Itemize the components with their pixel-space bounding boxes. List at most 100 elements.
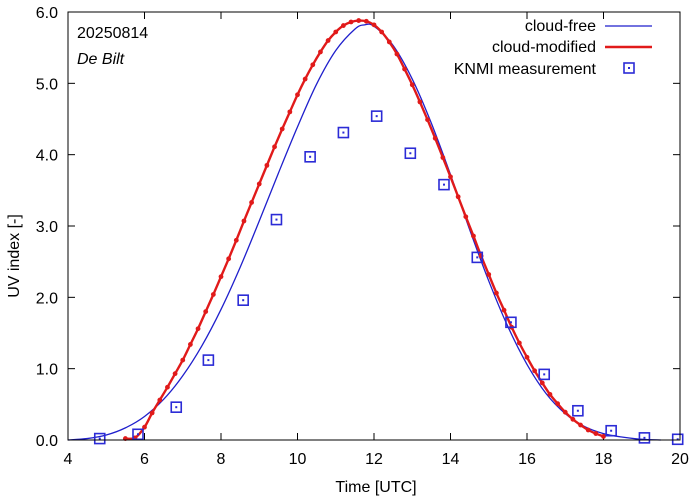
x-tick-label: 4 <box>64 451 73 468</box>
cloud-modified-point <box>272 144 277 150</box>
cloud-modified-point <box>203 309 209 314</box>
cloud-modified-point <box>348 19 354 25</box>
knmi-measurement-marker <box>270 213 283 226</box>
cloud-modified-point <box>570 416 576 422</box>
x-tick-label: 16 <box>518 451 536 468</box>
knmi-measurement-marker <box>237 294 249 306</box>
cloud-modified-point <box>379 29 385 35</box>
cloud-modified-point <box>386 39 392 45</box>
cloud-modified-point <box>448 174 453 180</box>
cloud-modified-point <box>325 38 331 43</box>
cloud-modified-point <box>157 397 163 403</box>
knmi-measurement-marker-dot <box>375 115 378 118</box>
y-tick-label: 2.0 <box>36 290 58 307</box>
cloud-modified-point <box>233 237 239 243</box>
cloud-modified-point <box>210 292 216 297</box>
cloud-modified-point <box>264 162 270 168</box>
cloud-modified-point <box>310 62 316 68</box>
y-tick-label: 1.0 <box>36 362 58 379</box>
cloud-modified-point <box>440 155 446 160</box>
x-tick-labels: 4 6 8 10 12 14 16 18 20 <box>64 451 689 468</box>
knmi-measurement-marker-dot <box>136 433 139 436</box>
y-tick-label: 6.0 <box>36 5 58 22</box>
y-tick-label: 5.0 <box>36 76 58 93</box>
knmi-measurement-marker <box>538 368 551 381</box>
x-tick-label: 20 <box>671 451 689 468</box>
cloud-modified-point <box>371 22 377 28</box>
cloud-modified-point <box>279 126 285 132</box>
cloud-modified-point <box>578 422 583 428</box>
cloud-modified-point <box>501 307 507 313</box>
cloud-modified-point <box>593 431 599 436</box>
knmi-measurement-marker-dot <box>509 321 512 324</box>
series-layer <box>67 18 684 446</box>
y-tick-label: 4.0 <box>36 148 58 165</box>
legend-label-knmi-measurement: KNMI measurement <box>454 61 597 78</box>
knmi-measurement-marker-dot <box>98 437 101 440</box>
cloud-modified-point <box>295 92 300 98</box>
x-tick-label: 6 <box>140 451 149 468</box>
knmi-measurement-marker-dot <box>342 131 345 134</box>
cloud-modified-point <box>165 384 170 390</box>
cloud-modified-point <box>555 401 560 407</box>
location-annotation: De Bilt <box>77 51 125 68</box>
cloud-modified-point <box>463 214 469 220</box>
knmi-measurement-marker-dot <box>576 409 579 412</box>
cloud-modified-point <box>516 340 522 346</box>
x-axis-title: Time [UTC] <box>335 479 416 496</box>
cloud-modified-point <box>547 391 553 397</box>
date-annotation: 20250814 <box>77 25 148 42</box>
cloud-modified-point <box>409 82 415 88</box>
cloud-modified-point <box>318 49 323 55</box>
cloud-modified-point <box>341 23 346 28</box>
knmi-measurement-marker-dot <box>610 429 613 432</box>
knmi-measurement-marker-dot <box>242 299 245 302</box>
cloud-modified-point <box>394 51 400 57</box>
cloud-modified-point <box>149 410 155 416</box>
cloud-modified-point <box>402 66 407 72</box>
cloud-modified-point <box>585 427 591 433</box>
cloud-modified-point <box>218 274 224 280</box>
knmi-measurement-marker <box>671 433 684 446</box>
cloud-modified-point <box>142 424 147 430</box>
cloud-modified-point <box>455 194 461 200</box>
legend-label-cloud-modified: cloud-modified <box>492 39 596 56</box>
cloud-modified-point <box>356 18 362 23</box>
knmi-measurement-marker-dot <box>442 183 445 186</box>
cloud-modified-point <box>249 200 255 205</box>
legend-label-cloud-free: cloud-free <box>525 18 596 35</box>
cloud-modified-point <box>302 76 308 82</box>
knmi-measurement-marker <box>93 432 106 445</box>
legend: cloud-free cloud-modified KNMI measureme… <box>454 18 652 78</box>
cloud-modified-point <box>524 354 530 360</box>
legend-marker-dot <box>628 67 630 69</box>
knmi-measurement-marker <box>170 401 183 413</box>
cloud-modified-point <box>417 99 423 105</box>
cloud-modified-point <box>471 233 476 239</box>
x-tick-label: 8 <box>217 451 226 468</box>
knmi-measurement-marker <box>132 428 144 441</box>
y-tick-labels: 0.0 1.0 2.0 3.0 4.0 5.0 6.0 <box>36 5 58 450</box>
y-tick-label: 0.0 <box>36 433 58 450</box>
knmi-measurement-marker <box>638 432 651 444</box>
cloud-modified-point <box>180 357 186 363</box>
cloud-modified-point <box>172 371 178 377</box>
legend-marker-knmi-measurement <box>623 62 635 74</box>
knmi-measurement-marker-dot <box>207 359 210 362</box>
cloud-modified-point <box>425 117 430 123</box>
knmi-measurement-marker-dot <box>275 218 278 221</box>
x-tick-label: 14 <box>442 451 460 468</box>
x-tick-label: 10 <box>289 451 307 468</box>
knmi-measurement-marker <box>202 354 215 366</box>
knmi-measurement-marker <box>337 126 350 139</box>
knmi-measurement-marker <box>404 147 417 160</box>
knmi-measurement-marker <box>505 316 517 329</box>
y-axis-title: UV index [-] <box>6 214 23 298</box>
cloud-modified-point <box>539 380 545 386</box>
knmi-measurement-marker <box>370 110 383 122</box>
knmi-measurement-marker-dot <box>175 406 178 409</box>
x-tick-label: 18 <box>595 451 613 468</box>
cloud-modified-point <box>363 18 369 24</box>
cloud-modified-point <box>432 135 438 141</box>
cloud-modified-point <box>494 290 499 296</box>
